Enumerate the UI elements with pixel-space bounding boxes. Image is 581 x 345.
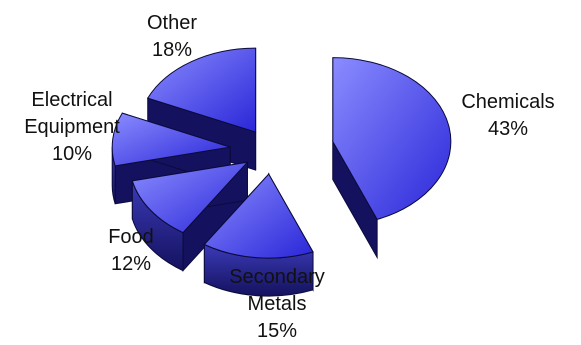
data-label-name-electrical-equipment: Electrical <box>31 89 112 111</box>
pie-slice-secondary-metals <box>203 172 314 297</box>
data-label-pct-electrical-equipment: 10% <box>52 143 92 165</box>
data-label-name-secondary-metals: Secondary <box>229 266 325 288</box>
pie-slice-top <box>111 112 231 167</box>
data-label-pct-food: 12% <box>111 253 151 275</box>
data-label-name-food: Food <box>108 226 154 248</box>
pie-slice-top <box>332 57 452 221</box>
data-label-pct-chemicals: 43% <box>488 118 528 140</box>
data-label-name-other: Other <box>147 12 197 34</box>
pie-slice-top <box>203 173 314 259</box>
data-label-name-secondary-metals: Metals <box>248 293 307 315</box>
data-label-pct-other: 18% <box>152 39 192 61</box>
pie-slice-food <box>131 160 249 272</box>
data-label-pct-secondary-metals: 15% <box>257 320 297 342</box>
data-label-name-electrical-equipment: Equipment <box>24 116 120 138</box>
pie-slice-top <box>131 161 249 234</box>
pie-slice-top <box>146 47 257 133</box>
data-label-name-chemicals: Chemicals <box>461 91 554 113</box>
pie-slice-chemicals <box>332 57 452 260</box>
